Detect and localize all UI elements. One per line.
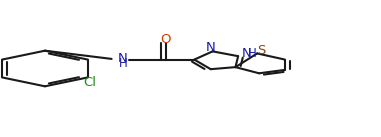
Text: H: H [248, 47, 257, 60]
Text: Cl: Cl [83, 76, 96, 89]
Text: N: N [206, 42, 216, 54]
Text: O: O [160, 33, 171, 46]
Text: N: N [118, 52, 128, 65]
Text: H: H [119, 58, 127, 70]
Text: N: N [242, 47, 251, 60]
Text: S: S [257, 44, 265, 56]
